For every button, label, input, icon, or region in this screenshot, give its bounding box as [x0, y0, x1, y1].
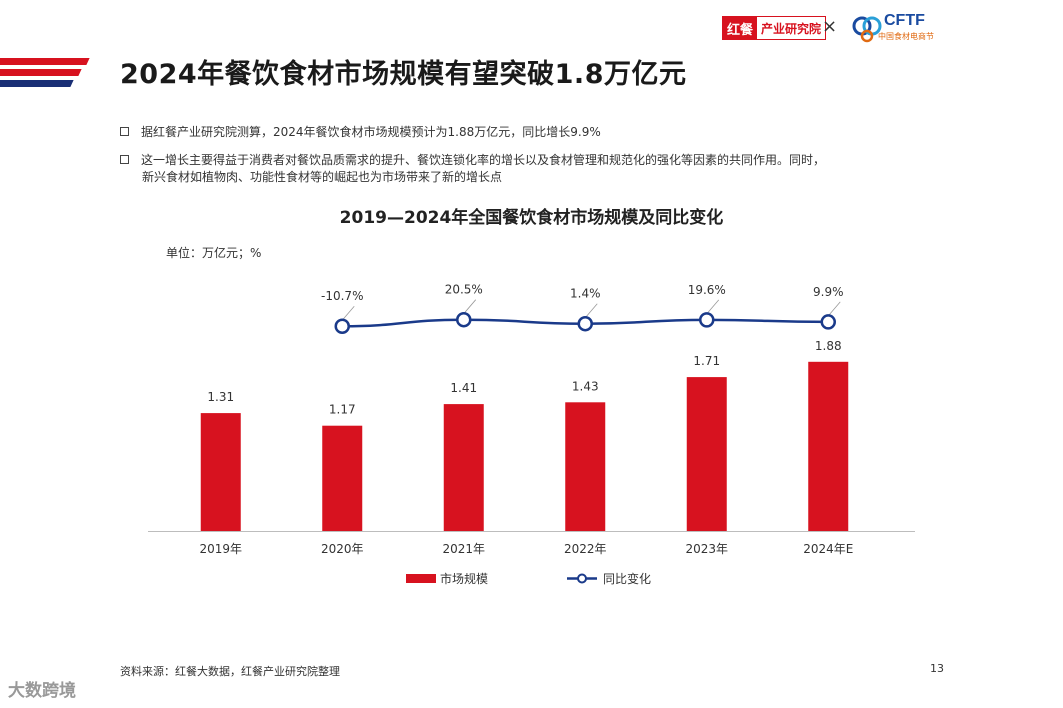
growth-point-4 — [699, 312, 715, 328]
hongcan-logo-text: 产业研究院 — [761, 21, 822, 36]
x-tick-label-5: 2024年E — [803, 542, 853, 556]
bullet-item-2: 这一增长主要得益于消费者对餐饮品质需求的提升、餐饮连锁化率的增长以及食材管理和规… — [120, 152, 960, 186]
page-number: 13 — [930, 662, 944, 675]
growth-label-5: 9.9% — [813, 285, 844, 299]
growth-leader-2 — [463, 299, 477, 314]
growth-point-2 — [456, 311, 472, 328]
bullet-text-2: 这一增长主要得益于消费者对餐饮品质需求的提升、餐饮连锁化率的增长以及食材管理和规… — [141, 153, 826, 167]
unit-label: 单位：万亿元；% — [166, 246, 262, 260]
bar-1 — [322, 425, 363, 531]
bar-4 — [686, 377, 727, 531]
page-title: 2024年餐饮食材市场规模有望突破1.8万亿元 — [120, 59, 687, 90]
hongcan-logo-mark: 红餐 — [723, 16, 758, 40]
growth-point-1 — [334, 318, 350, 334]
growth-label-4: 19.6% — [688, 283, 726, 297]
bar-label-3: 1.43 — [572, 379, 599, 393]
cftf-logo-subtext: 中国食材电商节 — [878, 32, 934, 41]
x-tick-label-0: 2019年 — [199, 542, 242, 556]
legend-label-bar: 市场规模 — [440, 571, 488, 586]
bar-label-2: 1.41 — [450, 381, 477, 395]
growth-leader-5 — [827, 301, 841, 317]
x-tick-label-4: 2023年 — [685, 542, 728, 556]
bullet-item-1: 据红餐产业研究院测算，2024年餐饮食材市场规模预计为1.88万亿元，同比增长9… — [120, 124, 601, 141]
bar-3 — [565, 402, 606, 531]
x-tick-label-1: 2020年 — [321, 542, 364, 556]
legend-swatch-line-marker — [577, 573, 587, 584]
cftf-logo-text: CFTF — [884, 12, 925, 29]
bar-5 — [808, 361, 849, 531]
bar-label-0: 1.31 — [207, 390, 234, 404]
bullet-text-1: 据红餐产业研究院测算，2024年餐饮食材市场规模预计为1.88万亿元，同比增长9… — [141, 125, 601, 139]
watermark-logo: 大数跨境 — [8, 681, 76, 701]
growth-point-3 — [577, 315, 593, 332]
chart-title: 2019—2024年全国餐饮食材市场规模及同比变化 — [339, 208, 724, 228]
bar-label-1: 1.17 — [329, 403, 356, 417]
x-tick-label-2: 2021年 — [442, 542, 485, 556]
source-note: 资料来源：红餐大数据，红餐产业研究院整理 — [120, 665, 340, 678]
growth-leader-4 — [706, 299, 720, 315]
square-bullet-icon — [120, 127, 129, 136]
bar-0 — [200, 413, 241, 531]
bar-2 — [443, 404, 484, 531]
growth-leader-1 — [341, 305, 355, 321]
bar-label-4: 1.71 — [693, 354, 720, 368]
hongcan-logo: 红餐 产业研究院 — [722, 16, 827, 40]
bar-label-5: 1.88 — [815, 339, 842, 353]
square-bullet-icon — [120, 155, 129, 164]
x-tick-label-3: 2022年 — [564, 542, 607, 556]
growth-point-5 — [820, 314, 836, 330]
growth-leader-3 — [584, 303, 598, 318]
growth-label-1: -10.7% — [321, 289, 363, 303]
legend-label-line: 同比变化 — [603, 571, 651, 586]
growth-label-2: 20.5% — [445, 283, 483, 297]
cftf-logo-icon — [852, 16, 882, 43]
cftf-logo: CFTF 中国食材电商节 — [852, 12, 952, 44]
growth-label-3: 1.4% — [570, 287, 601, 301]
cross-icon: × — [822, 16, 838, 37]
legend-swatch-bar — [406, 574, 436, 583]
bullet-text-2-cont: 新兴食材如植物肉、功能性食材等的崛起也为市场带来了新的增长点 — [142, 170, 503, 184]
